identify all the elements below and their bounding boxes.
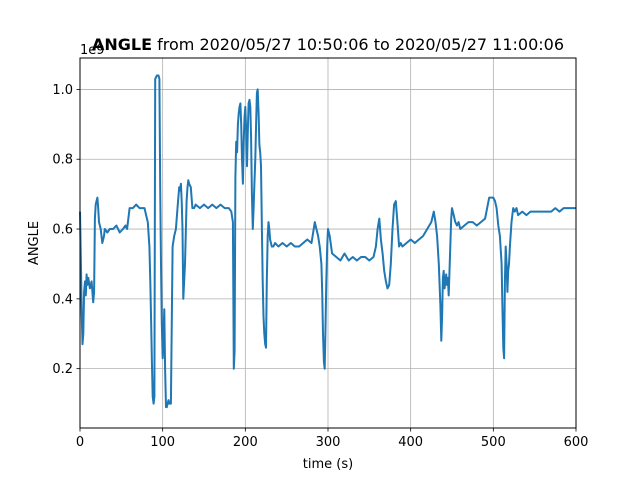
- axis-ticks: 0 100 200 300 400 500 600 0.2 0.4 0.6 0.8 1.0: [52, 83, 588, 450]
- x-tick-label: 100: [150, 435, 175, 450]
- chart-title: ANGLE from 2020/05/27 10:50:06 to 2020/0…: [92, 35, 564, 54]
- y-tick-label: 0.6: [52, 223, 73, 238]
- x-tick-label: 500: [481, 435, 506, 450]
- y-tick-label: 0.8: [52, 153, 73, 168]
- x-tick-label: 300: [316, 435, 341, 450]
- y-tick-label: 0.4: [52, 292, 73, 307]
- chart-title-bold: ANGLE: [92, 35, 152, 54]
- y-tick-label: 0.2: [52, 362, 73, 377]
- y-tick-label: 1.0: [52, 83, 73, 98]
- y-axis-label: ANGLE: [27, 221, 42, 265]
- x-axis-label: time (s): [303, 457, 353, 472]
- y-offset-label: 1e9: [80, 43, 105, 58]
- x-tick-label: 400: [398, 435, 423, 450]
- x-tick-label: 600: [564, 435, 589, 450]
- angle-series-line: [79, 74, 576, 409]
- data-series: [79, 74, 576, 409]
- x-tick-label: 200: [233, 435, 258, 450]
- x-tick-label: 0: [76, 435, 84, 450]
- chart-title-rest: from 2020/05/27 10:50:06 to 2020/05/27 1…: [152, 35, 564, 54]
